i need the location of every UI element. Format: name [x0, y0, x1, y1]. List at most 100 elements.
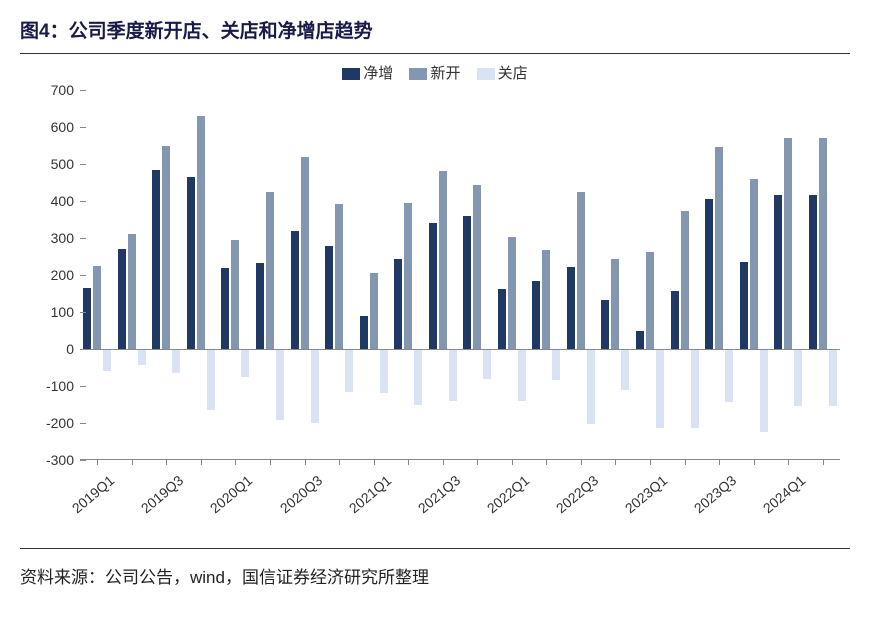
bar-close — [241, 349, 249, 377]
legend-label-open: 新开 — [430, 65, 460, 82]
bar-close — [276, 349, 284, 420]
bar-open — [681, 211, 689, 349]
legend-swatch-net — [342, 68, 360, 80]
bar-net — [325, 246, 333, 349]
ytick-label: -100 — [28, 378, 74, 394]
bar-open — [197, 116, 205, 349]
plot: -300-200-1000100200300400500600700 — [80, 90, 840, 460]
xtick-area: 2019Q12019Q32020Q12020Q32021Q12021Q32022… — [80, 464, 840, 534]
bar-net — [221, 268, 229, 349]
ytick-label: 700 — [28, 82, 74, 98]
bar-open — [162, 146, 170, 350]
bar-net — [360, 316, 368, 349]
xtick-label: 2021Q1 — [338, 472, 394, 523]
bar-close — [380, 349, 388, 393]
bar-net — [498, 289, 506, 349]
xtick-label: 2022Q3 — [545, 472, 601, 523]
legend: 净增 新开 关店 — [20, 62, 850, 83]
bar-open — [508, 237, 516, 349]
bar-open — [335, 204, 343, 349]
bar-open — [473, 185, 481, 349]
ytick-label: 100 — [28, 304, 74, 320]
bar-net — [187, 177, 195, 349]
bar-close — [345, 349, 353, 392]
bar-close — [138, 349, 146, 365]
bar-open — [646, 252, 654, 349]
bar-net — [394, 259, 402, 349]
bar-open — [404, 203, 412, 349]
ytick-mark — [80, 423, 86, 424]
ytick-label: -200 — [28, 415, 74, 431]
ytick-label: 300 — [28, 230, 74, 246]
bar-net — [152, 170, 160, 349]
legend-swatch-close — [477, 68, 495, 80]
bar-open — [715, 147, 723, 349]
bar-close — [207, 349, 215, 410]
bar-close — [760, 349, 768, 432]
bar-open — [128, 234, 136, 349]
bar-close — [103, 349, 111, 371]
bar-open — [266, 192, 274, 349]
source-text: 资料来源：公司公告，wind，国信证券经济研究所整理 — [20, 548, 850, 588]
ytick-mark — [80, 127, 86, 128]
chart-area: 净增 新开 关店 -300-200-1000100200300400500600… — [20, 62, 850, 542]
bar-close — [552, 349, 560, 380]
bar-close — [518, 349, 526, 401]
ytick-mark — [80, 312, 86, 313]
bar-net — [83, 288, 91, 349]
bar-close — [725, 349, 733, 402]
bar-close — [829, 349, 837, 406]
bar-open — [542, 250, 550, 349]
bar-net — [463, 216, 471, 349]
ytick-mark — [80, 386, 86, 387]
ytick-mark — [80, 90, 86, 91]
bar-net — [671, 291, 679, 349]
bar-open — [611, 259, 619, 349]
bar-close — [621, 349, 629, 390]
bar-close — [414, 349, 422, 405]
bar-net — [532, 281, 540, 349]
xtick-label: 2023Q3 — [683, 472, 739, 523]
bars-layer — [80, 90, 840, 459]
xtick-label: 2024Q1 — [752, 472, 808, 523]
bar-open — [784, 138, 792, 349]
xtick-label: 2022Q1 — [476, 472, 532, 523]
ytick-label: 500 — [28, 156, 74, 172]
legend-label-close: 关店 — [498, 65, 528, 82]
bar-net — [809, 195, 817, 349]
xtick-label: 2020Q3 — [269, 472, 325, 523]
bar-net — [774, 195, 782, 349]
bar-open — [439, 171, 447, 349]
bar-open — [819, 138, 827, 349]
ytick-label: 0 — [28, 341, 74, 357]
legend-item-net: 净增 — [342, 62, 393, 83]
bar-close — [587, 349, 595, 424]
bar-net — [705, 199, 713, 349]
ytick-label: 600 — [28, 119, 74, 135]
bar-open — [577, 192, 585, 349]
bar-net — [118, 249, 126, 349]
legend-swatch-open — [409, 68, 427, 80]
ytick-mark — [80, 201, 86, 202]
ytick-mark — [80, 238, 86, 239]
ytick-mark — [80, 164, 86, 165]
bar-close — [794, 349, 802, 406]
ytick-label: 200 — [28, 267, 74, 283]
ytick-mark — [80, 275, 86, 276]
bar-net — [291, 231, 299, 349]
bar-open — [750, 179, 758, 349]
ytick-mark — [80, 460, 86, 461]
bar-net — [740, 262, 748, 349]
bar-open — [301, 157, 309, 349]
bar-net — [567, 267, 575, 349]
bar-open — [93, 266, 101, 349]
legend-item-close: 关店 — [477, 62, 528, 83]
bar-open — [231, 240, 239, 349]
chart-title: 图4：公司季度新开店、关店和净增店趋势 — [20, 10, 850, 54]
xtick-label: 2019Q1 — [61, 472, 117, 523]
bar-close — [311, 349, 319, 423]
zero-axis — [80, 349, 840, 350]
bar-net — [601, 300, 609, 349]
xtick-label: 2023Q1 — [614, 472, 670, 523]
bar-close — [172, 349, 180, 373]
